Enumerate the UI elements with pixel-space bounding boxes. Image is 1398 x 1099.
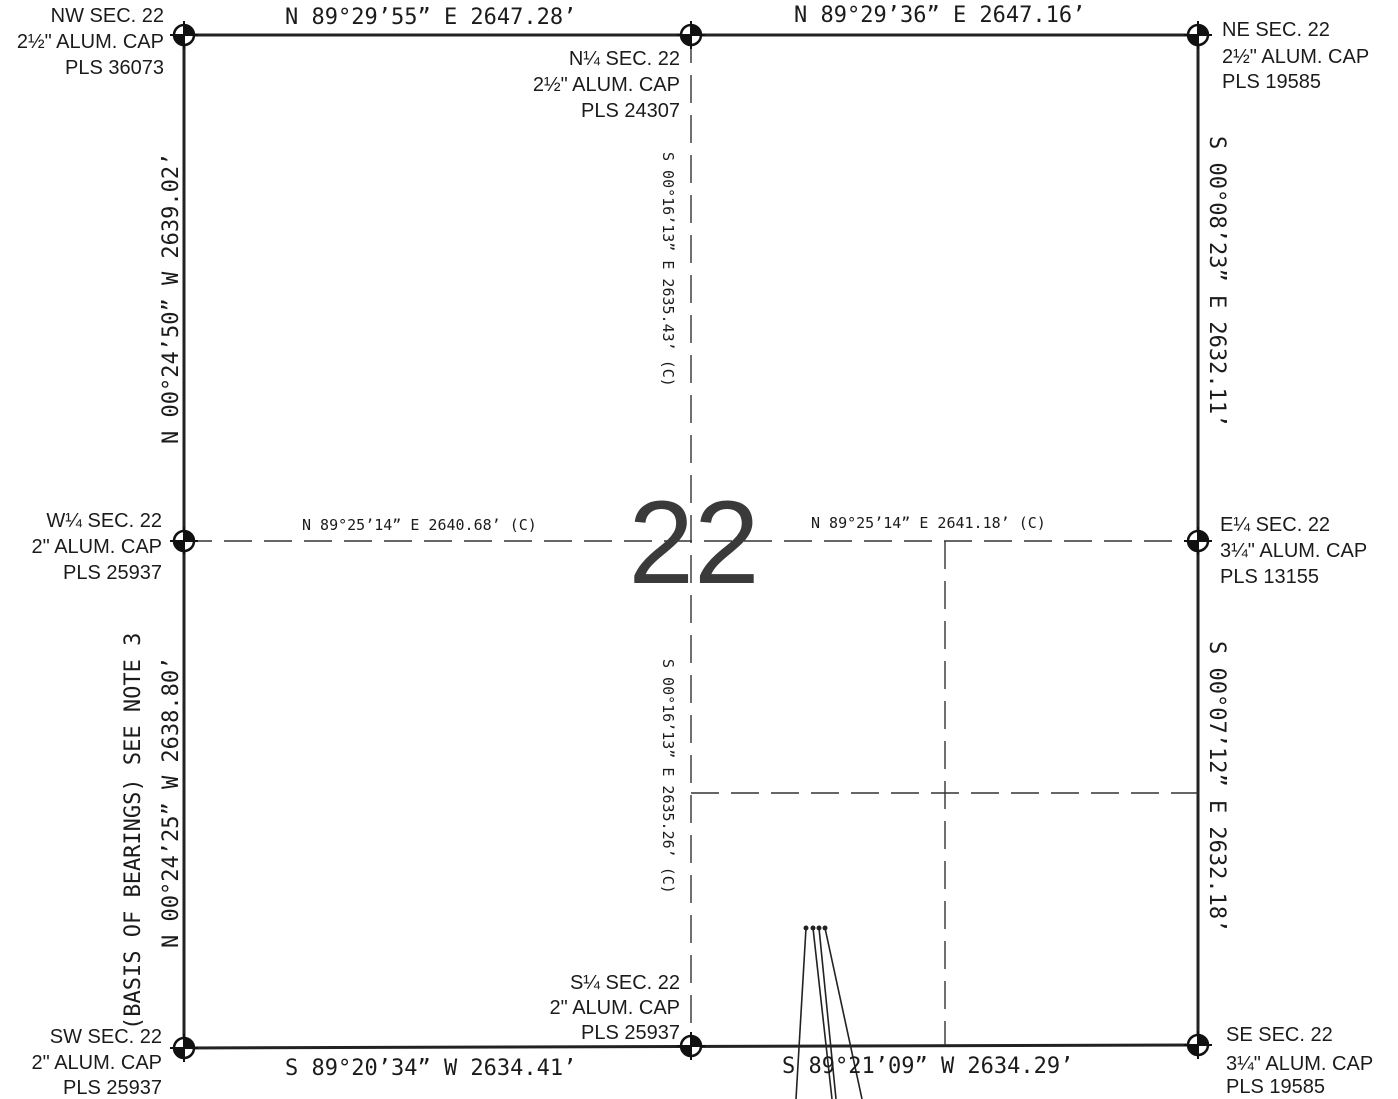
- corner-label-n14: N¼ SEC. 22 2½" ALUM. CAP PLS 24307: [533, 48, 680, 122]
- corner-s14-line1: S¼ SEC. 22: [570, 972, 680, 994]
- corner-se-line2: 3¼" ALUM. CAP: [1226, 1053, 1373, 1075]
- bearing-center-north-half: S 00°16’13” E 2635.43’ (C): [659, 152, 677, 387]
- corner-w14-line3: PLS 25937: [63, 562, 162, 584]
- corner-e14-line1: E¼ SEC. 22: [1220, 514, 1330, 536]
- bearing-center-west-half: N 89°25’14” E 2640.68’ (C): [302, 516, 537, 534]
- monument-nw-icon: [168, 19, 200, 51]
- corner-sw-line3: PLS 25937: [63, 1077, 162, 1099]
- corner-nw-line3: PLS 36073: [65, 57, 164, 79]
- corner-se-line1: SE SEC. 22: [1226, 1024, 1333, 1046]
- bearing-west-note: (BASIS OF BEARINGS) SEE NOTE 3: [121, 633, 146, 1030]
- corner-sw-line1: SW SEC. 22: [50, 1026, 162, 1048]
- corner-s14-line3: PLS 25937: [581, 1022, 680, 1044]
- bearing-south-east-half: S 89°21’09” W 2634.29’: [782, 1054, 1073, 1079]
- corner-ne-line3: PLS 19585: [1222, 71, 1321, 93]
- bearing-center-east-half: N 89°25’14” E 2641.18’ (C): [811, 514, 1046, 532]
- corner-nw-line1: NW SEC. 22: [51, 5, 164, 27]
- corner-n14-line2: 2½" ALUM. CAP: [533, 74, 680, 96]
- corner-sw-line2: 2" ALUM. CAP: [32, 1052, 162, 1074]
- monument-e14-icon: [1182, 525, 1214, 557]
- corner-ne-line2: 2½" ALUM. CAP: [1222, 46, 1369, 68]
- corner-label-sw: SW SEC. 22 2" ALUM. CAP PLS 25937: [32, 1026, 162, 1099]
- corner-label-e14: E¼ SEC. 22 3¼" ALUM. CAP PLS 13155: [1220, 514, 1367, 588]
- monument-n14-icon: [675, 19, 707, 51]
- easement-lines: [795, 925, 863, 1099]
- corner-w14-line2: 2" ALUM. CAP: [32, 536, 162, 558]
- monument-ne-icon: [1182, 19, 1214, 51]
- easement-point-3: [816, 925, 822, 931]
- easement-line-2: [812, 927, 833, 1099]
- quarter-lines: [184, 35, 1198, 1046]
- corner-nw-line2: 2½" ALUM. CAP: [17, 31, 164, 53]
- section-number: 22: [628, 477, 759, 609]
- monument-s14-icon: [675, 1030, 707, 1062]
- bearing-center-south-half: S 00°16’13” E 2635.26’ (C): [659, 659, 677, 894]
- corner-se-line3: PLS 19585: [1226, 1076, 1325, 1098]
- corner-label-w14: W¼ SEC. 22 2" ALUM. CAP PLS 25937: [32, 510, 162, 584]
- easement-point-4: [822, 925, 828, 931]
- easement-line-3: [818, 927, 837, 1099]
- corner-s14-line2: 2" ALUM. CAP: [550, 997, 680, 1019]
- corner-w14-line1: W¼ SEC. 22: [46, 510, 162, 532]
- easement-line-1: [795, 927, 807, 1099]
- bearing-north-east-half: N 89°29’36” E 2647.16’: [794, 3, 1085, 28]
- monument-se-icon: [1182, 1029, 1214, 1061]
- bearing-east-north-half: S 00°08’23” E 2632.11’: [1204, 136, 1229, 427]
- corner-e14-line2: 3¼" ALUM. CAP: [1220, 540, 1367, 562]
- corner-label-ne: NE SEC. 22 2½" ALUM. CAP PLS 19585: [1222, 19, 1369, 93]
- corner-label-s14: S¼ SEC. 22 2" ALUM. CAP PLS 25937: [550, 972, 680, 1044]
- monument-sw-icon: [168, 1032, 200, 1064]
- bearing-south-west-half: S 89°20’34” W 2634.41’: [285, 1056, 576, 1081]
- bearing-west-north-half: N 00°24’50” W 2639.02’: [159, 153, 184, 444]
- bearing-east-south-half: S 00°07’12” E 2632.18’: [1204, 641, 1229, 932]
- corner-n14-line1: N¼ SEC. 22: [569, 48, 680, 70]
- easement-point-2: [810, 925, 816, 931]
- bearing-west-south-half: N 00°24’25” W 2638.80’: [159, 657, 184, 948]
- bearing-north-west-half: N 89°29’55” E 2647.28’: [285, 5, 576, 30]
- easement-line-4: [824, 927, 863, 1099]
- corner-label-se: SE SEC. 22 3¼" ALUM. CAP PLS 19585: [1226, 1024, 1373, 1098]
- corner-n14-line3: PLS 24307: [581, 100, 680, 122]
- easement-point-1: [803, 925, 809, 931]
- monument-w14-icon: [168, 525, 200, 557]
- corner-ne-line1: NE SEC. 22: [1222, 19, 1330, 41]
- corner-label-nw: NW SEC. 22 2½" ALUM. CAP PLS 36073: [17, 5, 164, 79]
- corner-e14-line3: PLS 13155: [1220, 566, 1319, 588]
